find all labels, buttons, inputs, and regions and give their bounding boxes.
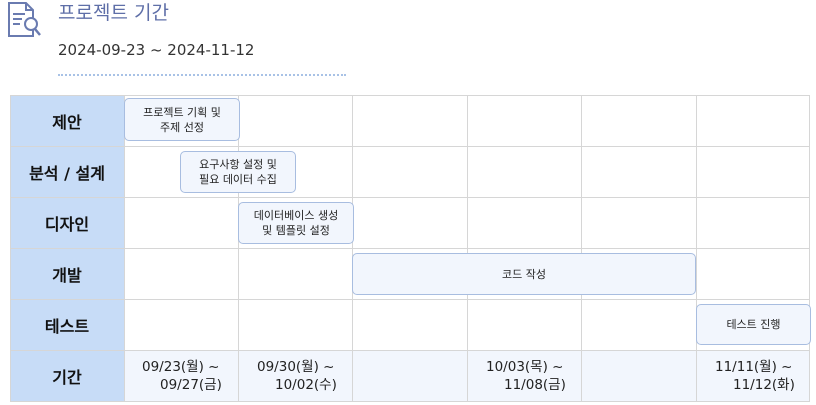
project-period: 2024-09-23 ~ 2024-11-12 — [58, 41, 255, 59]
row-label-proposal: 제안 — [10, 95, 124, 146]
period-cell: 09/30(월) ~ 10/02(수) — [257, 350, 337, 402]
task-bar-testing: 테스트 진행 — [696, 304, 811, 345]
period-end: 11/12(화) — [733, 377, 795, 393]
period-start: 10/03(목) ~ — [486, 359, 564, 375]
grid-line — [10, 401, 810, 402]
period-cell: 09/23(월) ~ 09/27(금) — [142, 350, 222, 402]
row-label-development: 개발 — [10, 248, 124, 299]
period-end: 11/08(금) — [504, 377, 566, 393]
period-end: 09/27(금) — [160, 377, 222, 393]
task-bar-database: 데이터베이스 생성 및 템플릿 설정 — [238, 202, 354, 244]
page-title: 프로젝트 기간 — [58, 2, 169, 24]
task-bar-coding: 코드 작성 — [352, 253, 696, 295]
grid-line — [10, 146, 810, 147]
grid-line — [10, 299, 810, 300]
divider — [58, 74, 346, 76]
period-start: 09/30(월) ~ — [257, 359, 335, 375]
period-start: 09/23(월) ~ — [142, 359, 220, 375]
grid-line — [10, 197, 810, 198]
row-label-design: 디자인 — [10, 197, 124, 248]
document-search-icon — [8, 2, 41, 37]
period-cell: 10/03(목) ~ 11/08(금) — [486, 350, 566, 402]
row-label-analysis: 분석 / 설계 — [10, 146, 124, 197]
gantt-grid: 제안 분석 / 설계 디자인 개발 테스트 기간 프로젝트 기획 및 주제 선정… — [10, 95, 811, 402]
period-end: 10/02(수) — [275, 377, 337, 393]
grid-line — [10, 95, 810, 96]
row-label-test: 테스트 — [10, 299, 124, 350]
row-label-period: 기간 — [10, 350, 124, 402]
task-bar-requirements: 요구사항 설정 및 필요 데이터 수집 — [180, 151, 296, 193]
period-start: 11/11(월) ~ — [715, 359, 793, 375]
task-bar-planning: 프로젝트 기획 및 주제 선정 — [124, 98, 240, 141]
grid-line — [10, 350, 810, 351]
period-cell: 11/11(월) ~ 11/12(화) — [715, 350, 795, 402]
grid-line — [10, 248, 810, 249]
